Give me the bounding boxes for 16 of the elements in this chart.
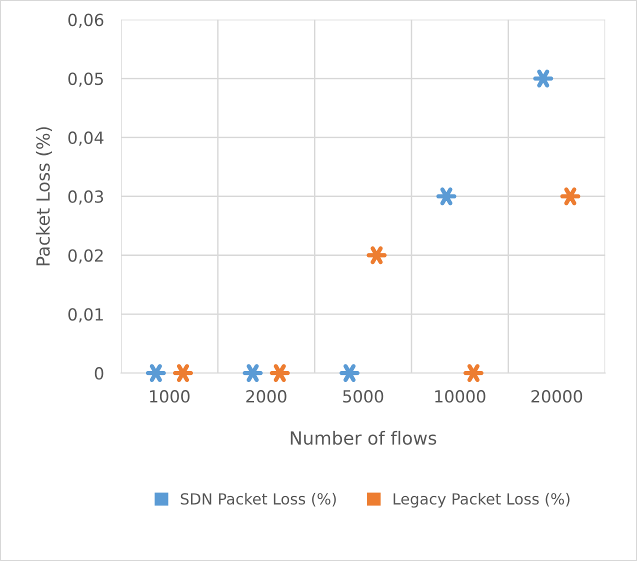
y-axis-title: Packet Loss (%) — [36, 127, 52, 266]
x-axis-title: Number of flows — [290, 430, 436, 445]
x-tick-label: 5000 — [343, 390, 384, 403]
legend-label: SDN Packet Loss (%) — [180, 492, 336, 506]
y-tick-label: 0,02 — [68, 249, 103, 264]
legend-label: Legacy Packet Loss (%) — [394, 492, 570, 508]
y-tick-label: 0,04 — [68, 131, 104, 146]
y-tick-label: 0,06 — [68, 14, 104, 28]
x-tick-label: 1000 — [150, 390, 190, 403]
x-tick-label: 2000 — [246, 390, 286, 403]
x-tick-label: 10000 — [435, 390, 486, 403]
x-tick-label: 20000 — [531, 390, 582, 403]
y-tick-label: 0,05 — [68, 72, 103, 87]
y-tick-label: 0,01 — [68, 308, 103, 322]
y-tick-label: 0 — [94, 367, 104, 380]
y-tick-label: 0,03 — [68, 190, 104, 205]
